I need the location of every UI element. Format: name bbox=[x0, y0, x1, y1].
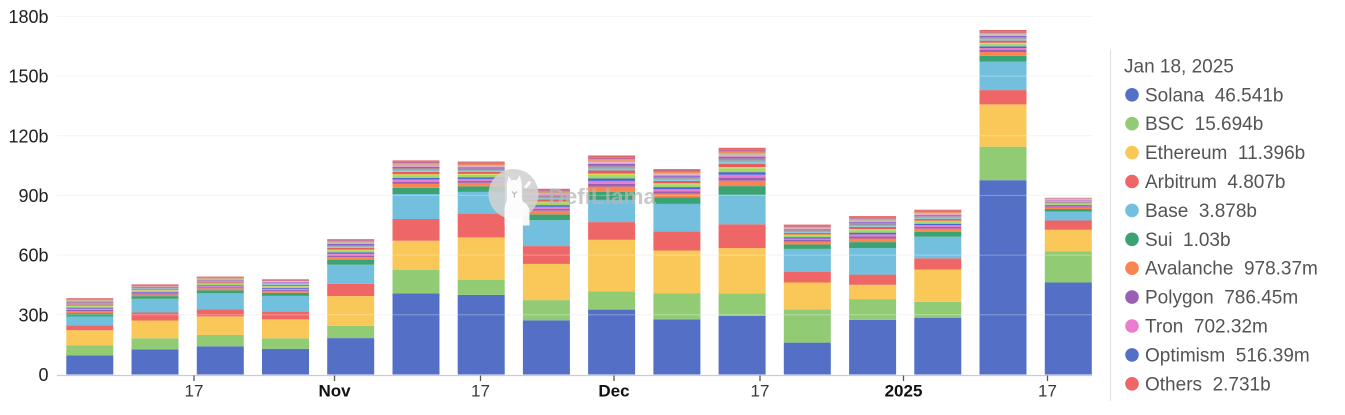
svg-text:17: 17 bbox=[471, 382, 490, 401]
svg-text:Sui 1.03b: Sui 1.03b bbox=[1145, 230, 1231, 251]
svg-text:Optimism 516.39m: Optimism 516.39m bbox=[1145, 345, 1310, 366]
svg-text:Avalanche 978.37m: Avalanche 978.37m bbox=[1145, 259, 1318, 280]
svg-text:DefiLlama: DefiLlama bbox=[549, 184, 657, 209]
svg-text:180b: 180b bbox=[8, 7, 48, 27]
svg-text:Jan 18, 2025: Jan 18, 2025 bbox=[1124, 57, 1234, 78]
svg-text:Dec: Dec bbox=[598, 382, 629, 401]
svg-text:60b: 60b bbox=[18, 246, 48, 266]
svg-text:30b: 30b bbox=[18, 305, 48, 325]
svg-text:Arbitrum 4.807b: Arbitrum 4.807b bbox=[1145, 172, 1285, 193]
svg-text:Ethereum 11.396b: Ethereum 11.396b bbox=[1145, 143, 1305, 164]
svg-text:17: 17 bbox=[751, 382, 770, 401]
svg-text:Base 3.878b: Base 3.878b bbox=[1145, 201, 1257, 222]
svg-text:17: 17 bbox=[185, 382, 204, 401]
svg-text:Polygon 786.45m: Polygon 786.45m bbox=[1145, 288, 1298, 309]
svg-text:17: 17 bbox=[1038, 382, 1057, 401]
svg-text:90b: 90b bbox=[18, 186, 48, 206]
svg-text:Tron 702.32m: Tron 702.32m bbox=[1145, 317, 1268, 338]
svg-text:0: 0 bbox=[38, 365, 48, 385]
svg-text:Solana 46.541b: Solana 46.541b bbox=[1145, 85, 1283, 106]
svg-text:Others 2.731b: Others 2.731b bbox=[1145, 374, 1271, 395]
svg-text:150b: 150b bbox=[8, 67, 48, 87]
svg-text:2025: 2025 bbox=[885, 382, 923, 401]
svg-text:120b: 120b bbox=[8, 126, 48, 146]
svg-text:Nov: Nov bbox=[318, 382, 351, 401]
svg-text:BSC 15.694b: BSC 15.694b bbox=[1145, 114, 1263, 135]
